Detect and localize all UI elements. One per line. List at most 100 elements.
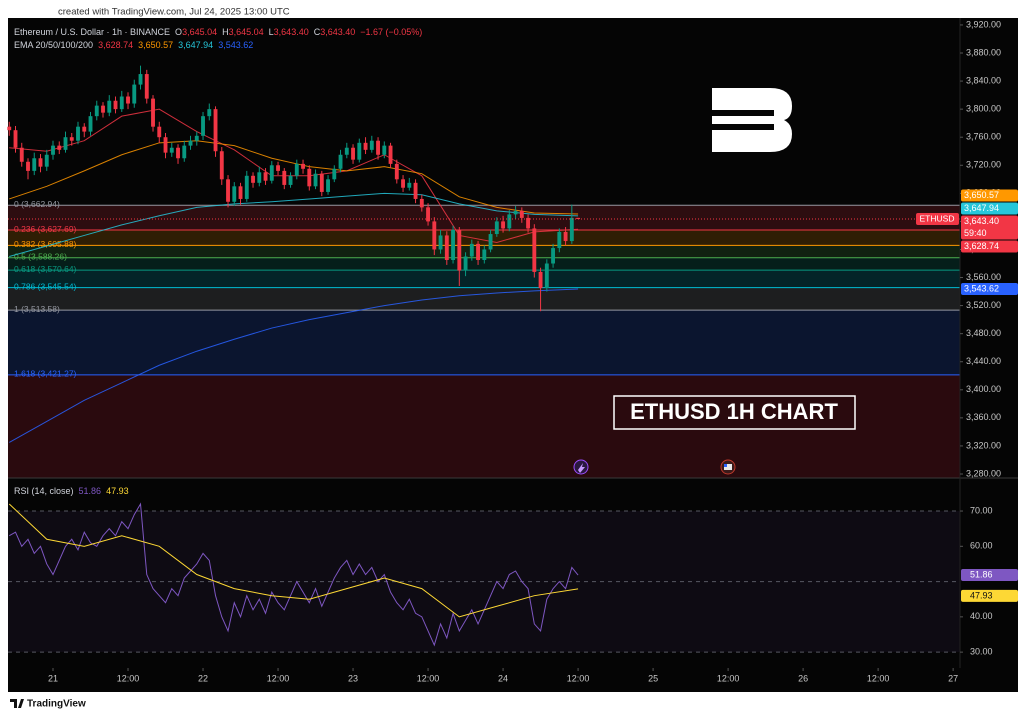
- rsi-y-tick-label: 40.00: [970, 611, 993, 621]
- candle-body: [107, 100, 112, 113]
- candle-body: [176, 147, 180, 159]
- candle-body: [251, 175, 255, 183]
- candle-body: [44, 154, 49, 167]
- candle-body: [13, 130, 18, 148]
- y-tick-label: 3,800.00: [966, 104, 1001, 114]
- ohlc-key: O: [175, 27, 182, 37]
- ema-line: [9, 192, 579, 257]
- rsi-y-tick-label: 70.00: [970, 505, 993, 515]
- candle-body: [207, 109, 212, 117]
- candle-body: [88, 116, 93, 132]
- candle-body: [544, 263, 549, 289]
- fib-layer: 0 (3,662.94) 0.236 (3,627.69) 0.382 (3,605…: [8, 199, 960, 379]
- candle-body: [419, 198, 424, 208]
- rsi-tag: [961, 569, 1018, 582]
- candle-body: [569, 217, 574, 242]
- x-tick-label: 12:00: [117, 673, 140, 683]
- x-tick-label: 21: [48, 673, 58, 683]
- candle-body: [263, 172, 268, 181]
- candle-body: [394, 163, 399, 180]
- rsi-y-tick-label: 30.00: [970, 647, 993, 657]
- ema-line: [9, 288, 579, 443]
- candle-body: [294, 163, 299, 176]
- candle-body: [326, 179, 330, 192]
- candle-body: [332, 168, 337, 180]
- footer: TradingView: [27, 699, 86, 710]
- candle-body: [94, 105, 99, 117]
- price-tag: [961, 189, 1018, 202]
- x-tick-label: 24: [498, 673, 508, 683]
- candle-body: [438, 235, 443, 250]
- y-tick-label: 3,280.00: [966, 468, 1001, 478]
- candle-body: [426, 207, 430, 222]
- bands-layer: [8, 205, 960, 478]
- candle-body: [369, 140, 374, 150]
- candle-body: [407, 182, 412, 188]
- ema-line: [9, 140, 579, 215]
- annotation-box: ETHUSD 1H CHART: [613, 395, 856, 430]
- candle-body: [157, 126, 162, 138]
- price-tag-label: 3,650.57: [964, 190, 999, 200]
- candle-body: [282, 170, 287, 185]
- fib-label: 0 (3,662.94): [14, 199, 60, 209]
- fib-band: [8, 230, 960, 246]
- candle-body: [182, 145, 187, 159]
- candle-body: [201, 116, 205, 136]
- x-tick-label: 25: [648, 673, 658, 683]
- candle-body: [57, 145, 62, 150]
- rsi-layer: [8, 502, 960, 653]
- candle-body: [26, 161, 30, 171]
- candle-body: [32, 158, 37, 171]
- symbol-tag-label: ETHUSD: [920, 213, 955, 223]
- candle-body: [357, 142, 362, 160]
- candle-body: [238, 186, 243, 199]
- candle-body: [513, 210, 518, 215]
- candle-body: [132, 84, 137, 104]
- candle-body: [319, 173, 324, 192]
- candle-body: [194, 135, 199, 141]
- price-tag: [961, 283, 1018, 296]
- symbol-title: Ethereum / U.S. Dollar · 1h · BINANCE: [14, 27, 170, 37]
- candle-body: [301, 163, 305, 169]
- candle-body: [413, 182, 418, 199]
- candle-body: [226, 179, 230, 202]
- layers: 0 (3,662.94) 0.236 (3,627.69) 0.382 (3,605…: [7, 18, 1018, 683]
- y-tick-label: 3,480.00: [966, 328, 1001, 338]
- ema-value: 3,647.94: [178, 40, 213, 50]
- x-tick-label: 27: [948, 673, 958, 683]
- candle-body: [451, 229, 455, 260]
- rsi-ma-value: 47.93: [106, 486, 129, 496]
- ohlc-key: L: [269, 27, 274, 37]
- annotation: ETHUSD 1H CHART: [630, 399, 838, 424]
- candle-body: [338, 154, 343, 169]
- candle-body: [482, 249, 487, 260]
- candle-body: [257, 172, 262, 183]
- price-tag: [961, 240, 1018, 253]
- candle-body: [213, 109, 218, 152]
- fib-band: [8, 257, 960, 271]
- price-tag-label: 3,543.62: [964, 283, 999, 293]
- ohlc-value: 3,645.04: [229, 27, 264, 37]
- rsi-ma-tag-label: 47.93: [970, 590, 993, 600]
- candle-body: [388, 145, 393, 164]
- fib-band: [8, 270, 960, 288]
- x-tick-label: 22: [198, 673, 208, 683]
- y-tick-label: 3,920.00: [966, 19, 1001, 29]
- candle-body: [188, 140, 193, 146]
- axis-layer: 3,280.00 3,320.00 3,360.00 3,400.00 3,440.00…: [8, 18, 1018, 683]
- candle-body: [63, 137, 68, 150]
- candle-body: [526, 217, 531, 229]
- price-tag-label: 3,628.74: [964, 241, 999, 251]
- x-tick-label: 12:00: [567, 673, 590, 683]
- x-tick-label: 12:00: [717, 673, 740, 683]
- y-tick-label: 3,840.00: [966, 75, 1001, 85]
- ohlc-value: 3,643.40: [320, 27, 355, 37]
- fib-label: 0.5 (3,588.26): [14, 251, 67, 261]
- ohlc-value: 3,645.04: [182, 27, 217, 37]
- candle-body: [69, 137, 74, 141]
- footer-logo: TradingView: [10, 699, 86, 710]
- ema-value: 3,628.74: [98, 40, 133, 50]
- ohlc-value: 3,643.40: [274, 27, 309, 37]
- candle-body: [169, 147, 174, 153]
- x-tick-label: 26: [798, 673, 808, 683]
